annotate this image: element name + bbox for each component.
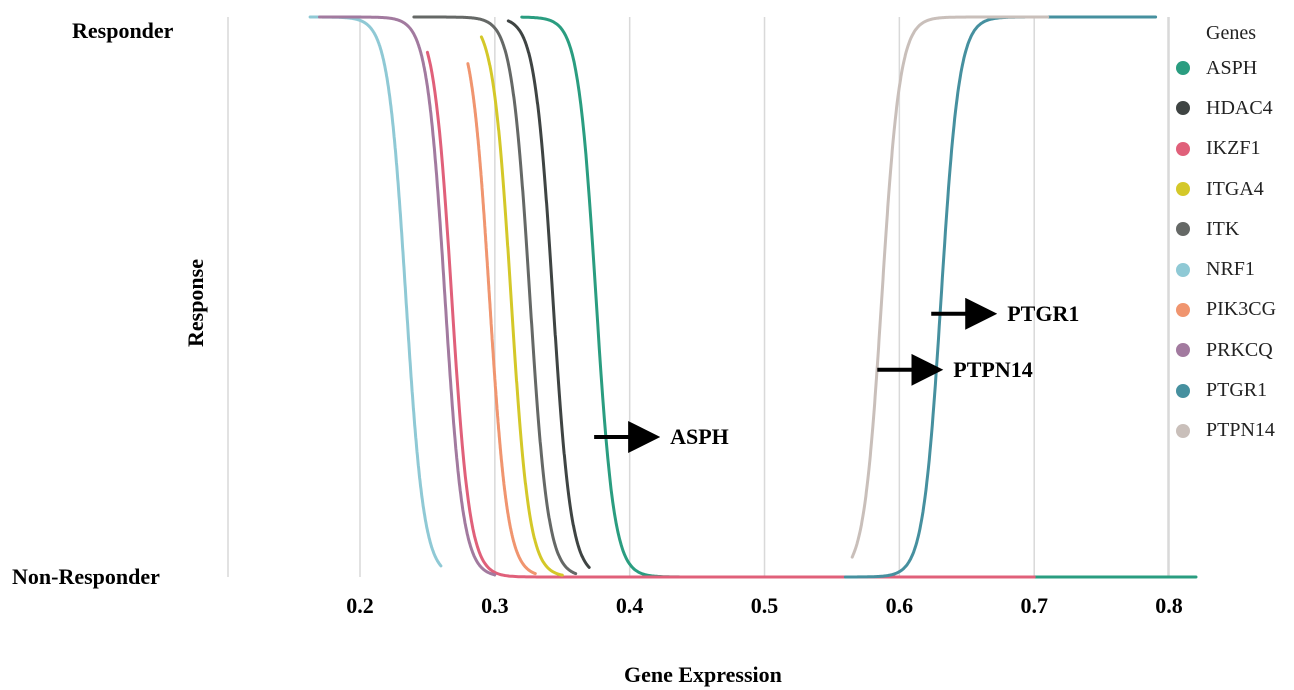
legend-item-prkcq: PRKCQ — [1172, 330, 1276, 370]
x-axis-title: Gene Expression — [624, 662, 782, 687]
series-line-pik3cg — [466, 62, 537, 576]
x-tick-label-2: 0.4 — [616, 593, 644, 618]
legend-label: ITGA4 — [1206, 177, 1264, 200]
legend-label: PTGR1 — [1206, 379, 1268, 402]
legend-marker — [1176, 61, 1190, 76]
annotation-label-ptpn14: PTPN14 — [953, 357, 1032, 382]
legend-item-ikzf1: IKZF1 — [1172, 129, 1276, 169]
series-line-ptgr1 — [843, 15, 1158, 579]
legend-label: ASPH — [1206, 56, 1258, 79]
y-category-label-bottom: Non-Responder — [12, 564, 160, 589]
x-tick-label-6: 0.8 — [1155, 593, 1183, 618]
legend-item-nrf1: NRF1 — [1172, 249, 1276, 289]
legend-label: PIK3CG — [1206, 298, 1277, 321]
legend-label: IKZF1 — [1206, 137, 1261, 160]
legend-marker — [1176, 222, 1190, 237]
series-line-hdac4 — [506, 19, 591, 569]
legend-item-hdac4: HDAC4 — [1172, 88, 1276, 128]
chart-gridlines — [227, 17, 1170, 577]
series-line-ikzf1 — [425, 50, 1036, 579]
legend-label: NRF1 — [1206, 258, 1255, 281]
legend-item-itga4: ITGA4 — [1172, 169, 1276, 209]
legend-marker — [1176, 302, 1190, 317]
legend-item-itk: ITK — [1172, 209, 1276, 249]
x-tick-label-1: 0.3 — [481, 593, 509, 618]
x-axis-tick-labels: 0.2 0.3 0.4 0.5 0.6 0.7 0.8 — [346, 593, 1183, 618]
series-line-prkcq — [318, 15, 497, 577]
series-line-ptpn14 — [850, 15, 1050, 559]
series-line-itga4 — [479, 35, 564, 577]
chart-series-lines — [308, 15, 1198, 579]
legend-item-ptgr1: PTGR1 — [1172, 370, 1276, 410]
legend-label: HDAC4 — [1206, 96, 1273, 119]
series-line-nrf1 — [308, 15, 443, 568]
annotation-label-ptgr1: PTGR1 — [1007, 301, 1079, 326]
legend-item-ptpn14: PTPN14 — [1172, 411, 1276, 451]
legend-label: ITK — [1206, 217, 1240, 240]
x-tick-label-4: 0.6 — [886, 593, 914, 618]
legend-item-asph: ASPH — [1172, 48, 1276, 88]
legend-label: PTPN14 — [1206, 419, 1275, 442]
legend-marker — [1176, 141, 1190, 156]
legend: Genes ASPH HDAC4 IKZF1 ITGA4 ITK NRF1 PIK3CG PR… — [1172, 18, 1276, 451]
series-line-asph — [520, 15, 1198, 579]
legend-marker — [1176, 423, 1190, 438]
annotation-label-asph: ASPH — [670, 424, 729, 449]
chart-annotation-arrows: ASPH PTGR1 PTPN14 — [594, 297, 1079, 453]
y-axis-title: Response — [183, 259, 208, 348]
x-tick-label-0: 0.2 — [346, 593, 374, 618]
legend-marker — [1176, 343, 1190, 358]
legend-marker — [1176, 101, 1190, 116]
series-line-itk — [412, 15, 578, 576]
legend-label: PRKCQ — [1206, 338, 1273, 361]
legend-marker — [1176, 383, 1190, 398]
legend-marker — [1176, 182, 1190, 197]
y-category-label-top: Responder — [72, 18, 174, 43]
x-tick-label-3: 0.5 — [751, 593, 779, 618]
legend-item-pik3cg: PIK3CG — [1172, 290, 1276, 330]
legend-title: Genes — [1206, 22, 1256, 44]
x-tick-label-5: 0.7 — [1020, 593, 1048, 618]
legend-marker — [1176, 262, 1190, 277]
